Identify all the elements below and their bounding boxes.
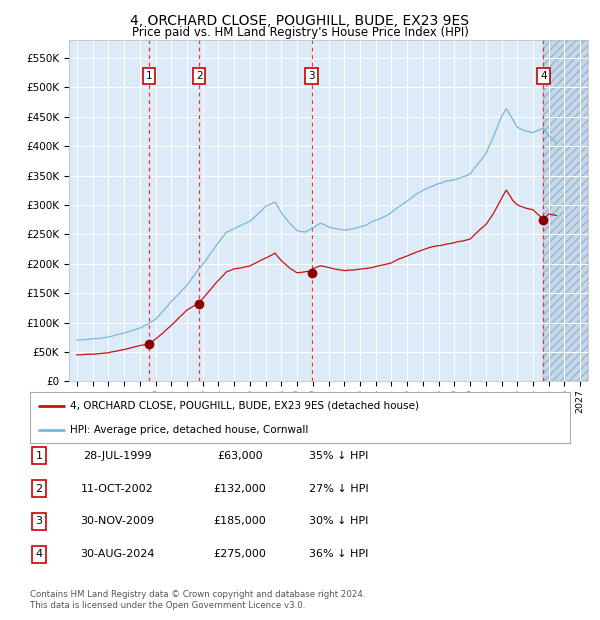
Text: 30-NOV-2009: 30-NOV-2009 bbox=[80, 516, 154, 526]
Text: 30% ↓ HPI: 30% ↓ HPI bbox=[310, 516, 368, 526]
Text: 4: 4 bbox=[35, 549, 43, 559]
Text: 4, ORCHARD CLOSE, POUGHILL, BUDE, EX23 9ES: 4, ORCHARD CLOSE, POUGHILL, BUDE, EX23 9… bbox=[131, 14, 470, 28]
Text: £185,000: £185,000 bbox=[214, 516, 266, 526]
Text: £132,000: £132,000 bbox=[214, 484, 266, 494]
Text: 11-OCT-2002: 11-OCT-2002 bbox=[80, 484, 154, 494]
Text: 3: 3 bbox=[35, 516, 43, 526]
Text: 27% ↓ HPI: 27% ↓ HPI bbox=[309, 484, 369, 494]
Text: £63,000: £63,000 bbox=[217, 451, 263, 461]
Text: 3: 3 bbox=[308, 71, 315, 81]
Text: 35% ↓ HPI: 35% ↓ HPI bbox=[310, 451, 368, 461]
Text: 4, ORCHARD CLOSE, POUGHILL, BUDE, EX23 9ES (detached house): 4, ORCHARD CLOSE, POUGHILL, BUDE, EX23 9… bbox=[71, 401, 419, 410]
Text: 1: 1 bbox=[145, 71, 152, 81]
Text: HPI: Average price, detached house, Cornwall: HPI: Average price, detached house, Corn… bbox=[71, 425, 309, 435]
Text: 36% ↓ HPI: 36% ↓ HPI bbox=[310, 549, 368, 559]
Text: 30-AUG-2024: 30-AUG-2024 bbox=[80, 549, 154, 559]
Text: £275,000: £275,000 bbox=[214, 549, 266, 559]
Text: 4: 4 bbox=[540, 71, 547, 81]
Bar bbox=[544, 40, 588, 381]
Text: Price paid vs. HM Land Registry's House Price Index (HPI): Price paid vs. HM Land Registry's House … bbox=[131, 26, 469, 39]
Text: 1: 1 bbox=[35, 451, 43, 461]
Text: 2: 2 bbox=[35, 484, 43, 494]
Text: 2: 2 bbox=[196, 71, 203, 81]
Text: 28-JUL-1999: 28-JUL-1999 bbox=[83, 451, 151, 461]
Text: Contains HM Land Registry data © Crown copyright and database right 2024.
This d: Contains HM Land Registry data © Crown c… bbox=[30, 590, 365, 609]
